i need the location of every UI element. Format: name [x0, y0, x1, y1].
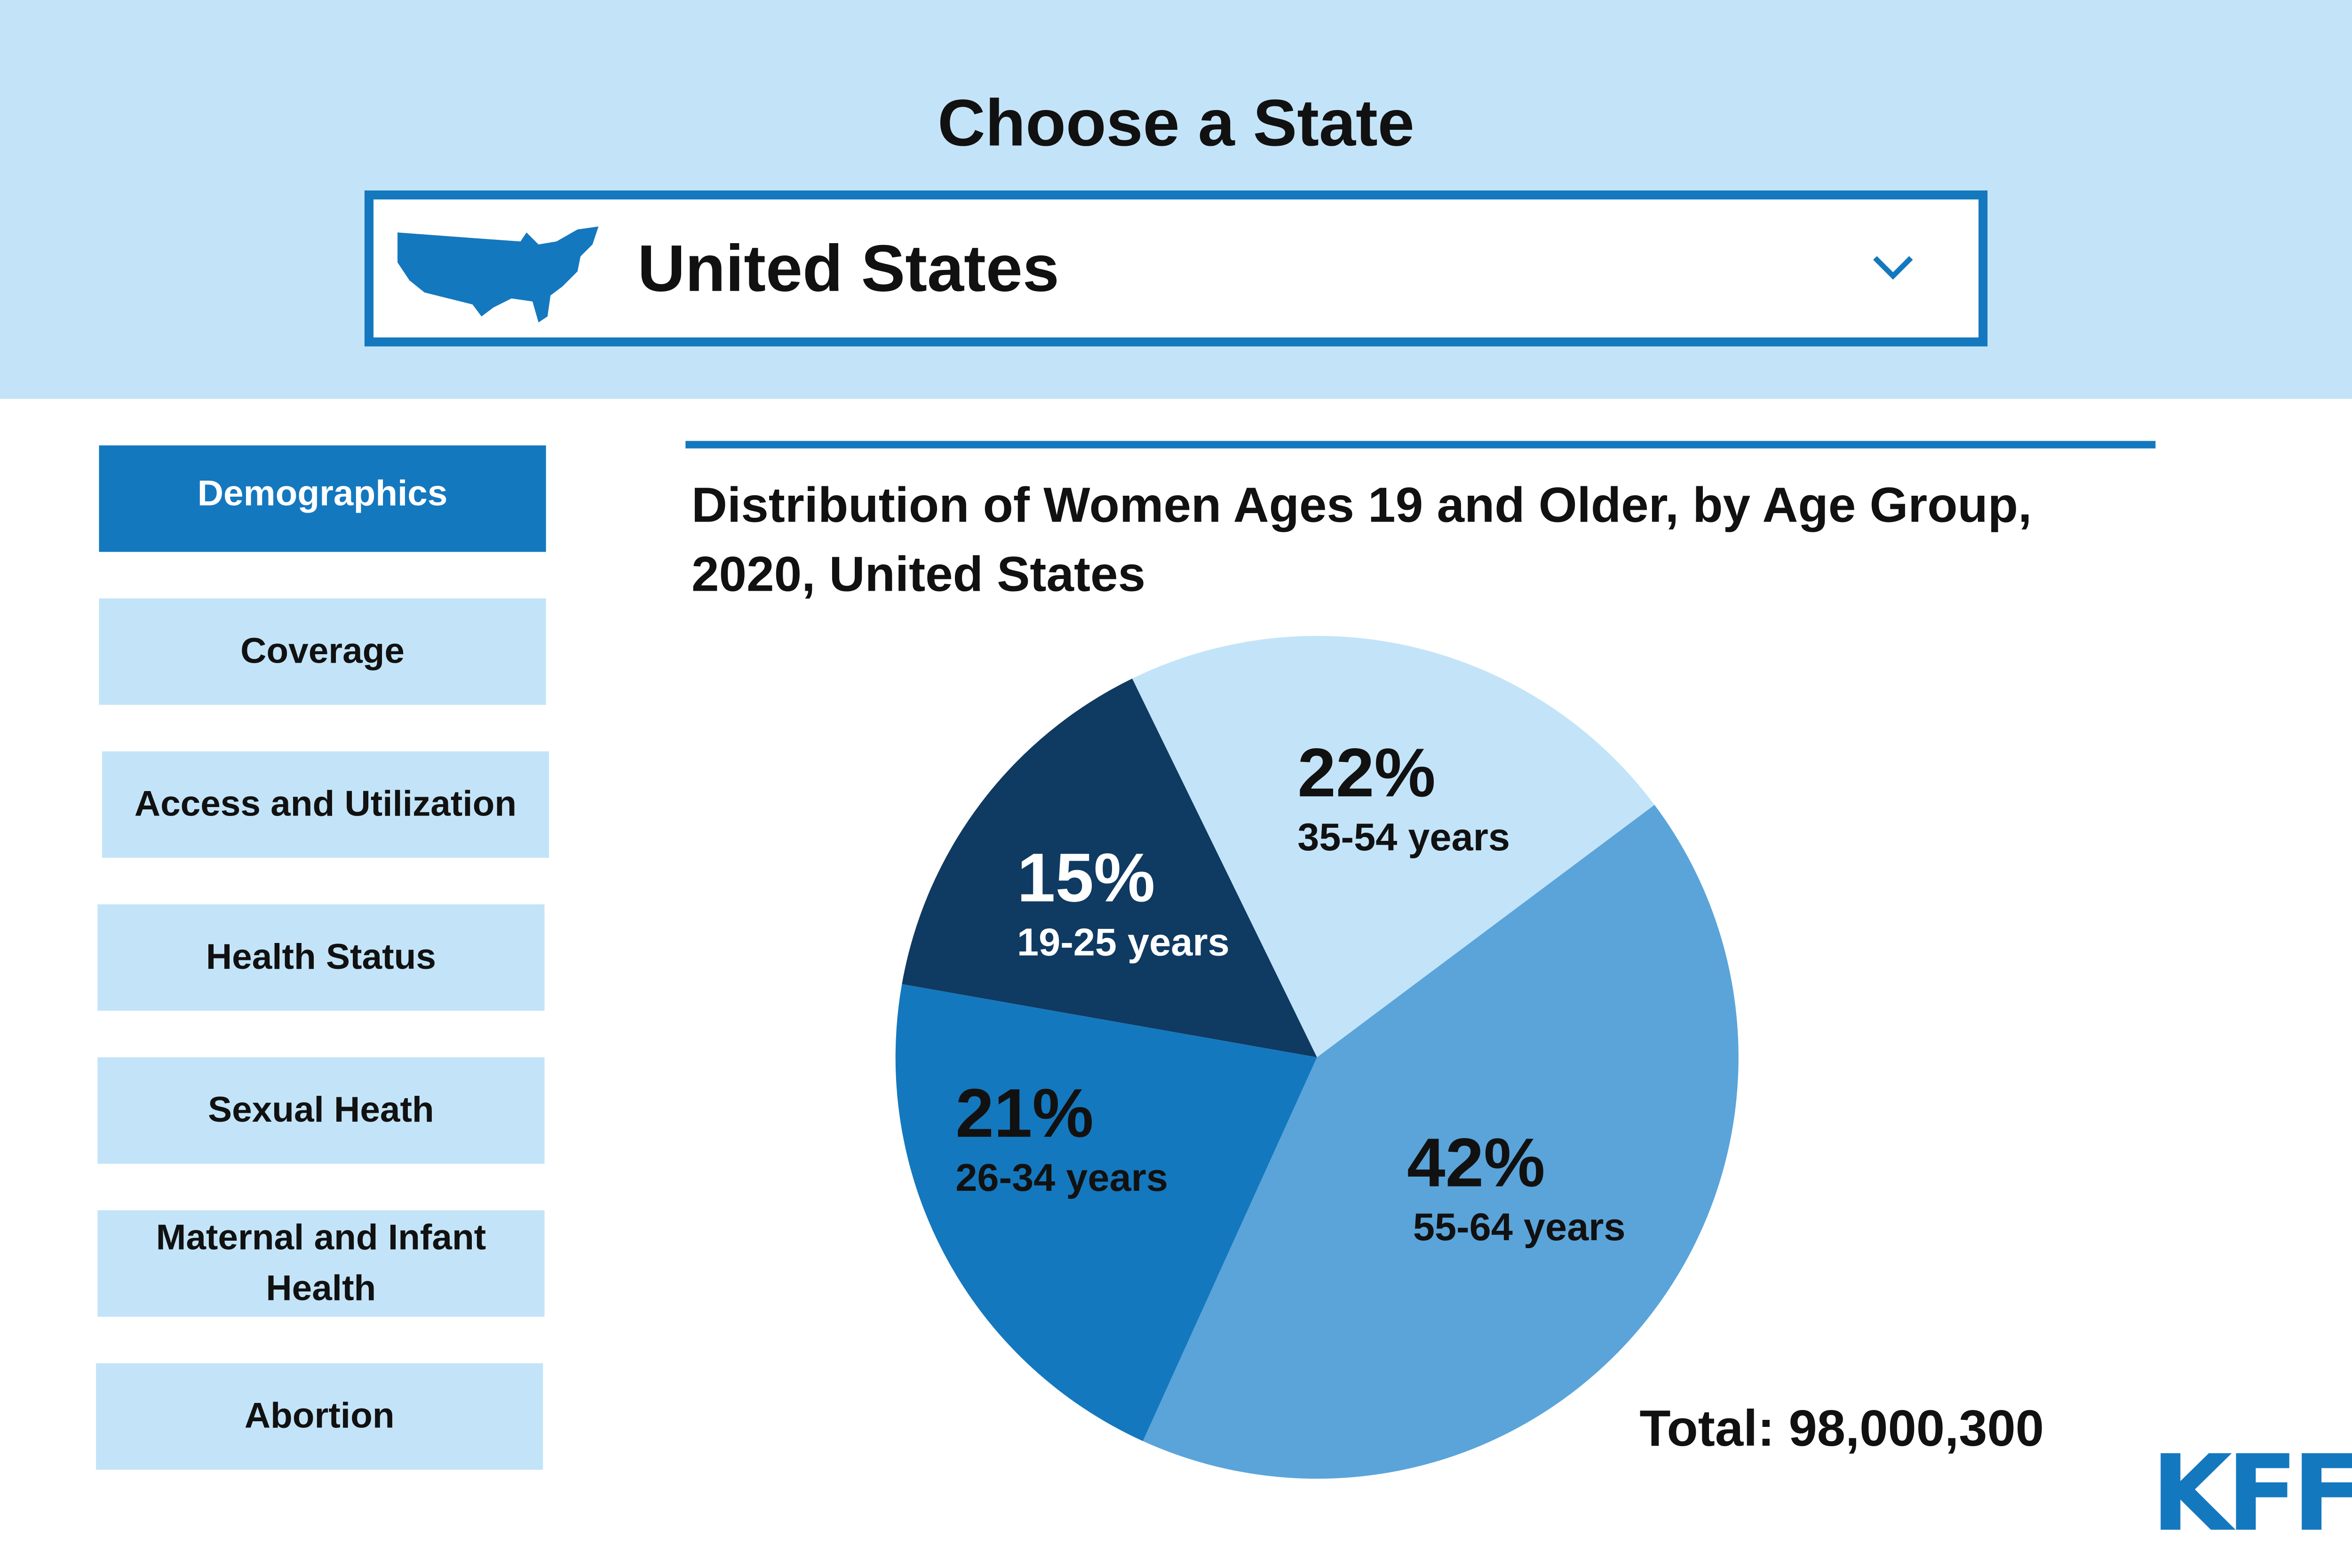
slice-category: 19-25 years	[1017, 920, 1230, 964]
us-map-icon	[397, 226, 599, 323]
nav-button[interactable]: Coverage	[99, 598, 546, 705]
chevron	[1873, 256, 1913, 280]
slice-category: 35-54 years	[1297, 815, 1510, 859]
slice-percent: 15%	[1017, 839, 1155, 916]
chart-rule	[685, 441, 2156, 449]
pie-slice	[1132, 636, 1655, 1058]
nav-button[interactable]: Maternal and Infant Health	[97, 1210, 545, 1317]
pie-slice	[895, 984, 1317, 1441]
slice-category: 26-34 years	[955, 1156, 1168, 1199]
nav-button[interactable]: Health Status	[97, 904, 545, 1011]
pie-slice	[902, 678, 1317, 1058]
nav-button[interactable]: Abortion	[96, 1363, 543, 1470]
nav-button[interactable]: Access and Utilization	[102, 751, 549, 858]
total-annotation: Total: 98,000,300	[1639, 1400, 2044, 1457]
chart-title: Distribution of Women Ages 19 and Older,…	[691, 477, 2032, 602]
nav-button[interactable]: Sexual Heath	[97, 1057, 545, 1164]
slice-percent: 42%	[1407, 1124, 1545, 1201]
header-title: Choose a State	[938, 87, 1414, 161]
slice-percent: 22%	[1297, 734, 1436, 811]
pie-slice	[1143, 805, 1739, 1479]
slice-category: 55-64 years	[1413, 1205, 1626, 1249]
logo: KFF	[2151, 1432, 2352, 1555]
nav-button[interactable]: Demographics	[99, 445, 546, 552]
state-dropdown[interactable]: United States	[364, 190, 1988, 347]
slice-percent: 21%	[955, 1075, 1094, 1152]
selected-state: United States	[637, 232, 1059, 306]
